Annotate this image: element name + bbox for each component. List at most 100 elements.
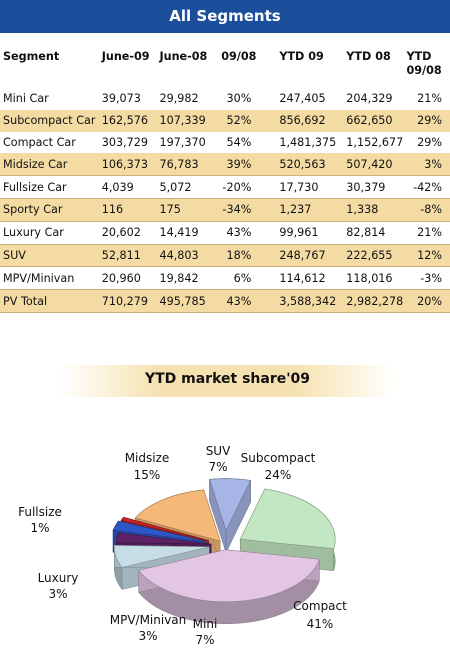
cell-ytd-ratio: 20% bbox=[404, 289, 450, 313]
col-header-ytd08: YTD 08 bbox=[346, 50, 391, 63]
col-header-segment: Segment bbox=[3, 50, 60, 63]
cell-segment: MPV/Minivan bbox=[0, 266, 98, 291]
pie-label-fullsize: Fullsize bbox=[18, 505, 62, 519]
table-row: Fullsize Car 4,039 5,072 -20% 17,730 30,379 -4… bbox=[0, 175, 450, 199]
col-header-ratio: 09/08 bbox=[221, 50, 257, 63]
cell-ytd09: 99,961 bbox=[273, 221, 343, 245]
pie-label-suv: SUV bbox=[206, 444, 231, 458]
segments-table: Segment June-09 June-08 09/08 YTD 09 YTD… bbox=[0, 44, 450, 313]
table-row: PV Total 710,279 495,785 43% 3,588,342 2,982,… bbox=[0, 289, 450, 313]
table-row: SUV 52,811 44,803 18% 248,767 222,655 12% bbox=[0, 244, 450, 268]
cell-ytd-ratio: 21% bbox=[404, 221, 450, 245]
table-title-banner: All Segments bbox=[0, 0, 450, 33]
cell-ytd09: 520,563 bbox=[273, 153, 343, 177]
cell-ytd09: 1,237 bbox=[273, 198, 343, 222]
cell-ytd08: 30,379 bbox=[342, 175, 405, 199]
pie-slice-compact bbox=[138, 549, 320, 625]
cell-ytd09: 17,730 bbox=[273, 175, 343, 199]
cell-june08: 5,072 bbox=[153, 175, 214, 199]
pie-label-subcompact: Subcompact bbox=[241, 451, 316, 465]
cell-june08: 107,339 bbox=[153, 109, 214, 132]
cell-ytd09: 3,588,342 bbox=[273, 289, 343, 313]
pie-value-mini: 7% bbox=[195, 633, 214, 647]
pie-label-compact: Compact bbox=[293, 599, 347, 613]
cell-segment: Compact Car bbox=[0, 131, 98, 154]
cell-june09: 710,279 bbox=[97, 289, 154, 313]
table-row: Mini Car 39,073 29,982 30% 247,405 204,329 21% bbox=[0, 88, 450, 110]
cell-june08: 175 bbox=[153, 198, 214, 222]
cell-june09: 106,373 bbox=[97, 153, 154, 177]
pie-value-mpv-minivan: 3% bbox=[138, 629, 157, 643]
market-share-pie-chart: SUV 7% Subcompact 24% Compact 41% Mini 7% MPV/Mi… bbox=[18, 444, 347, 647]
pie-slice-suv bbox=[209, 478, 251, 553]
table-row: Midsize Car 106,373 76,783 39% 520,563 507,42… bbox=[0, 153, 450, 177]
cell-segment: Fullsize Car bbox=[0, 175, 98, 199]
cell-ratio: 39% bbox=[213, 153, 274, 177]
cell-ratio: 6% bbox=[213, 266, 274, 291]
col-header-june08: June-08 bbox=[159, 50, 208, 63]
cell-june08: 19,842 bbox=[153, 266, 214, 291]
cell-segment: Luxury Car bbox=[0, 221, 98, 245]
table-header-row: Segment June-09 June-08 09/08 YTD 09 YTD… bbox=[0, 44, 450, 88]
table-row: Compact Car 303,729 197,370 54% 1,481,375 1,1… bbox=[0, 131, 450, 154]
cell-ytd-ratio: 29% bbox=[404, 131, 450, 154]
pie-value-fullsize: 1% bbox=[30, 521, 49, 535]
cell-ytd08: 204,329 bbox=[342, 88, 405, 110]
pie-title-band bbox=[60, 365, 395, 397]
cell-ratio: -34% bbox=[213, 198, 274, 222]
pie-label-luxury: Luxury bbox=[38, 571, 79, 585]
pie-value-midsize: 15% bbox=[134, 468, 161, 482]
pie-value-suv: 7% bbox=[208, 460, 227, 474]
cell-ytd-ratio: -8% bbox=[404, 198, 450, 222]
cell-ratio: 43% bbox=[213, 289, 274, 313]
cell-ytd-ratio: 29% bbox=[404, 109, 450, 132]
cell-ytd-ratio: 12% bbox=[404, 244, 450, 268]
cell-ratio: 30% bbox=[213, 88, 274, 110]
table-row: MPV/Minivan 20,960 19,842 6% 114,612 118,016-… bbox=[0, 266, 450, 291]
cell-segment: Subcompact Car bbox=[0, 109, 98, 132]
cell-june09: 52,811 bbox=[97, 244, 154, 268]
col-header-june09: June-09 bbox=[101, 50, 150, 63]
cell-segment: Sporty Car bbox=[0, 198, 98, 222]
cell-ratio: 52% bbox=[213, 109, 274, 132]
cell-june09: 20,602 bbox=[97, 221, 154, 245]
cell-june09: 303,729 bbox=[97, 131, 154, 154]
pie-value-compact: 41% bbox=[307, 617, 334, 631]
cell-ytd08: 2,982,278 bbox=[342, 289, 405, 313]
cell-ratio: -20% bbox=[213, 175, 274, 199]
cell-june09: 4,039 bbox=[97, 175, 154, 199]
cell-ytd08: 1,152,677 bbox=[342, 131, 405, 154]
pie-label-mini: Mini bbox=[193, 617, 218, 631]
cell-june08: 197,370 bbox=[153, 131, 214, 154]
cell-ytd-ratio: -42% bbox=[404, 175, 450, 199]
cell-june09: 116 bbox=[97, 198, 154, 222]
cell-ytd09: 114,612 bbox=[273, 266, 343, 291]
cell-ytd08: 662,650 bbox=[342, 109, 405, 132]
table-row: Subcompact Car 162,576 107,339 52% 856,692 66… bbox=[0, 109, 450, 132]
cell-june08: 76,783 bbox=[153, 153, 214, 177]
cell-june08: 495,785 bbox=[153, 289, 214, 313]
cell-june09: 20,960 bbox=[97, 266, 154, 291]
pie-label-midsize: Midsize bbox=[125, 451, 170, 465]
pie-label-mpv-minivan: MPV/Minivan bbox=[110, 613, 187, 627]
table-row: Sporty Car 116 175 -34% 1,237 1,338 -8% bbox=[0, 198, 450, 222]
pie-chart-title: YTD market share'09 bbox=[144, 371, 311, 387]
cell-ytd08: 118,016 bbox=[342, 266, 405, 291]
cell-ratio: 54% bbox=[213, 131, 274, 154]
cell-june09: 39,073 bbox=[97, 88, 154, 110]
col-header-ytd09: YTD 09 bbox=[279, 50, 324, 63]
cell-ytd08: 82,814 bbox=[342, 221, 405, 245]
pie-value-subcompact: 24% bbox=[265, 468, 292, 482]
cell-ytd09: 1,481,375 bbox=[273, 131, 343, 154]
pie-value-luxury: 3% bbox=[48, 587, 67, 601]
cell-june08: 14,419 bbox=[153, 221, 214, 245]
table-row: Luxury Car 20,602 14,419 43% 99,961 82,814 21% bbox=[0, 221, 450, 245]
cell-segment: PV Total bbox=[0, 289, 98, 313]
cell-june08: 29,982 bbox=[153, 88, 214, 110]
cell-ytd-ratio: 21% bbox=[404, 88, 450, 110]
cell-ytd09: 856,692 bbox=[273, 109, 343, 132]
cell-ytd-ratio: 3% bbox=[404, 153, 450, 177]
cell-ytd09: 248,767 bbox=[273, 244, 343, 268]
cell-ytd08: 222,655 bbox=[342, 244, 405, 268]
cell-segment: SUV bbox=[0, 244, 98, 268]
